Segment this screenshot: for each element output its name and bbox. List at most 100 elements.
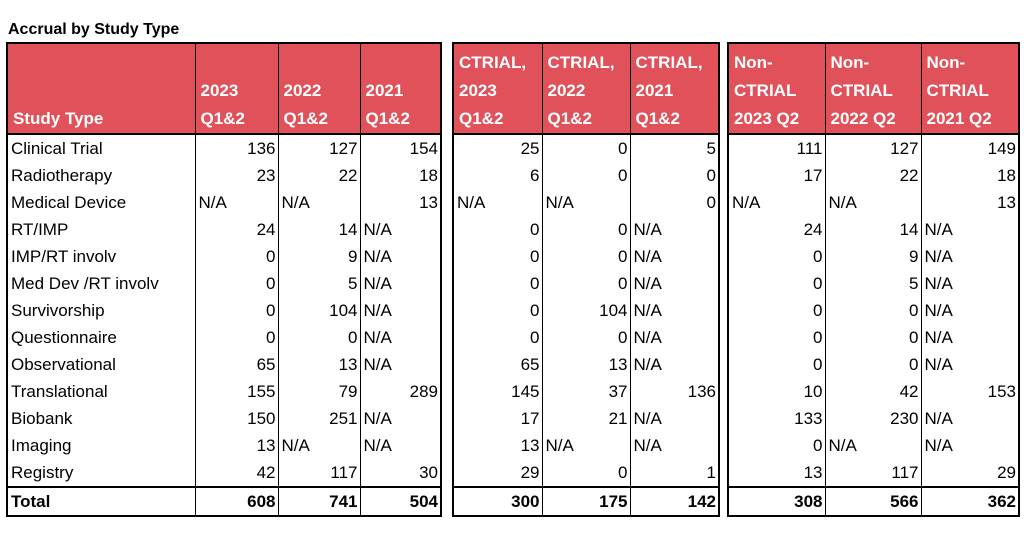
value-cell: 42 (194, 459, 278, 487)
value-cell: N/A (629, 324, 718, 351)
value-cell: N/A (629, 216, 718, 243)
value-cell: 150 (194, 405, 278, 432)
table-row: 0 0 N/A (729, 351, 1018, 378)
table-row: 0 9 N/A (729, 243, 1018, 270)
column-header: CTRIAL, 2022 Q1&2 (541, 44, 630, 134)
study-type-label: Medical Device (11, 193, 127, 212)
column-header: Non-CTRIAL 2022 Q2 (824, 44, 921, 134)
value-cell: N/A (359, 324, 440, 351)
value-cell: N/A (457, 193, 486, 212)
study-type-label: Imaging (11, 436, 72, 455)
value-cell: 0 (541, 162, 630, 189)
value-cell: 136 (629, 378, 718, 405)
value-cell: N/A (629, 405, 718, 432)
table-row: Observational 65 13 N/A (8, 351, 440, 378)
nonctrial-table-block: Non-CTRIAL 2023 Q2 Non-CTRIAL 2022 Q2 Non-… (727, 42, 1020, 517)
table-row: IMP/RT involv 0 9 N/A (8, 243, 440, 270)
value-cell: 0 (629, 189, 718, 216)
study-type-label: Observational (11, 355, 116, 374)
value-cell: 5 (629, 134, 718, 162)
value-cell: 0 (813, 301, 823, 320)
table-row: Med Dev /RT involv 0 5 N/A (8, 270, 440, 297)
value-cell: 0 (629, 162, 718, 189)
value-cell: N/A (541, 189, 630, 216)
table-row: 0 0 N/A (729, 297, 1018, 324)
table-row: 145 37 136 (454, 378, 718, 405)
value-cell: 9 (824, 243, 921, 270)
value-cell: 25 (520, 139, 540, 158)
value-cell: 142 (629, 486, 718, 516)
value-cell: 133 (794, 409, 823, 428)
value-cell: 0 (813, 328, 823, 347)
value-cell: 0 (530, 247, 540, 266)
study-type-label: Questionnaire (11, 328, 117, 347)
value-cell: 13 (803, 463, 823, 482)
table-row: 13 N/A N/A (454, 432, 718, 459)
value-cell: 155 (194, 378, 278, 405)
value-cell: 741 (277, 486, 360, 516)
value-cell: N/A (629, 243, 718, 270)
value-cell: 0 (530, 220, 540, 239)
column-header: 2022 Q1&2 (277, 44, 360, 134)
column-header: 2023 Q1&2 (194, 44, 278, 134)
ctrial-table: CTRIAL, 2023 Q1&2 CTRIAL, 2022 Q1&2 CTRIAL… (454, 44, 718, 517)
table-row: 0 0 N/A (454, 324, 718, 351)
study-type-label: Translational (11, 382, 108, 401)
column-header: Non-CTRIAL 2023 Q2 (729, 44, 825, 134)
value-cell: 0 (824, 351, 921, 378)
ctrial-table-block: CTRIAL, 2023 Q1&2 CTRIAL, 2022 Q1&2 CTRIAL… (452, 42, 720, 517)
value-cell: 13 (520, 436, 540, 455)
value-cell: 362 (920, 486, 1018, 516)
value-cell: 117 (824, 459, 921, 487)
table-row: 0 0 N/A (454, 216, 718, 243)
table-row: Registry 42 117 30 (8, 459, 440, 487)
value-cell: 0 (541, 134, 630, 162)
table-row: Questionnaire 0 0 N/A (8, 324, 440, 351)
value-cell: 65 (520, 355, 540, 374)
value-cell: N/A (920, 351, 1018, 378)
accrual-main-table: Study Type 2023 Q1&2 2022 Q1&2 2021 Q1&2 Cl… (8, 44, 440, 517)
value-cell: 9 (277, 243, 360, 270)
value-cell: N/A (359, 351, 440, 378)
table-row: 111 127 149 (729, 134, 1018, 162)
total-row: 308 566 362 (729, 486, 1018, 516)
value-cell: 13 (920, 189, 1018, 216)
study-type-label: IMP/RT involv (11, 247, 117, 266)
value-cell: N/A (920, 243, 1018, 270)
value-cell: 566 (824, 486, 921, 516)
value-cell: 0 (194, 324, 278, 351)
value-cell: 127 (824, 134, 921, 162)
study-type-label: RT/IMP (11, 220, 69, 239)
value-cell: 65 (194, 351, 278, 378)
table-row: N/A N/A 13 (729, 189, 1018, 216)
value-cell: 21 (541, 405, 630, 432)
value-cell: 1 (629, 459, 718, 487)
table-row: Medical Device N/A N/A 13 (8, 189, 440, 216)
value-cell: N/A (359, 270, 440, 297)
value-cell: 0 (541, 243, 630, 270)
value-cell: N/A (359, 216, 440, 243)
value-cell: 0 (813, 274, 823, 293)
column-header: CTRIAL, 2021 Q1&2 (629, 44, 718, 134)
value-cell: 22 (277, 162, 360, 189)
value-cell: 251 (277, 405, 360, 432)
table-row: 25 0 5 (454, 134, 718, 162)
table-row: Radiotherapy 23 22 18 (8, 162, 440, 189)
table-row: 10 42 153 (729, 378, 1018, 405)
study-type-label: Clinical Trial (11, 139, 103, 158)
value-cell: 23 (194, 162, 278, 189)
value-cell: N/A (359, 297, 440, 324)
value-cell: 0 (541, 459, 630, 487)
value-cell: N/A (920, 216, 1018, 243)
table-row: N/A N/A 0 (454, 189, 718, 216)
value-cell: 0 (194, 270, 278, 297)
value-cell: 14 (277, 216, 360, 243)
value-cell: 0 (194, 243, 278, 270)
value-cell: 0 (277, 324, 360, 351)
value-cell: N/A (629, 297, 718, 324)
value-cell: N/A (277, 189, 360, 216)
value-cell: 0 (530, 274, 540, 293)
table-row: RT/IMP 24 14 N/A (8, 216, 440, 243)
table-row: 0 0 N/A (454, 270, 718, 297)
